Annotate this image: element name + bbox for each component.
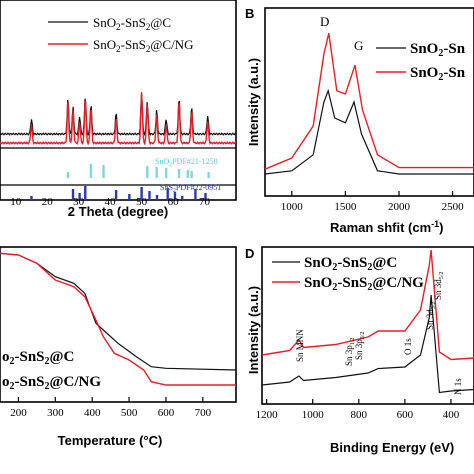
xps-series-red [261, 249, 474, 361]
x-tick-b: 1500 [334, 201, 357, 213]
annotation-o1s: O 1s [403, 338, 413, 355]
ref-bar-sns2 [194, 189, 197, 200]
panel-c: o2-SnS2@C o2-SnS2@C/NG 200 300 400 500 600 70… [0, 246, 237, 448]
xrd-series-red [0, 92, 237, 146]
xrd-traces [0, 92, 237, 146]
ref-bar-sns2 [204, 193, 207, 200]
legend-c-2: o2-SnS2@C/NG [2, 374, 101, 392]
panel-d-frame [261, 246, 474, 405]
x-tick-a: 70 [199, 196, 211, 208]
x-tick-b: 2500 [442, 201, 465, 213]
annotation-sn-3d52: Sn 3d5/2 [433, 272, 445, 300]
reference-snO2-bars [66, 164, 210, 178]
x-tick-c: 600 [158, 407, 175, 419]
x-tick-labels-a: 10 20 30 40 50 60 70 [10, 196, 210, 208]
panel-d: D Intensity (a.u.) SnO2-SnS2@C SnO2-SnS2… [245, 246, 474, 455]
annotation-sn-3p32: Sn 3p3/2 [354, 332, 366, 360]
ref-bar-sno2 [190, 171, 193, 178]
x-tick-d: 800 [351, 409, 368, 421]
x-tick-d: 600 [397, 409, 414, 421]
panel-a: SnO2-SnS2@C SnO2-SnS2@C/NG SnO2PDF#21-12… [0, 0, 237, 219]
ref-bar-sno2 [155, 167, 158, 178]
annotation-sn-mnn: Sn MNN [295, 329, 305, 362]
ref-bar-sno2 [164, 168, 168, 178]
ref-bar-sno2 [186, 170, 190, 178]
x-axis-label-c: Temperature (°C) [58, 433, 163, 448]
peak-label-d: D [320, 14, 329, 29]
xrd-series-black [0, 92, 237, 137]
x-tick-d: 1200 [256, 409, 279, 421]
legend-d-1: SnO2-SnS2@C [304, 255, 397, 273]
legend-a-2: SnO2-SnS2@C/NG [93, 37, 193, 54]
x-tick-a: 20 [42, 196, 54, 208]
ref-bar-sno2 [89, 164, 93, 178]
ref-bar-sns2 [84, 186, 87, 200]
panel-letter-b: B [245, 6, 254, 21]
raman-series-red [264, 33, 474, 170]
x-tick-labels-d: 1200 1000 800 600 400 [256, 399, 460, 421]
annotation-n1s: N 1s [453, 378, 463, 395]
ref-bar-sns2 [173, 192, 177, 200]
ref-bar-sns2 [78, 193, 81, 200]
ref-bar-sno2 [146, 166, 149, 178]
x-axis-label-b: Raman shfit (cm-1) [330, 219, 444, 235]
reference-label-sns2: SnS2PDF#22-0951 [160, 183, 221, 194]
x-tick-labels-c: 200 300 400 500 600 700 [10, 397, 212, 419]
x-axis-label-d: Binding Energy (eV) [330, 440, 454, 455]
legend-d-2: SnO2-SnS2@C/NG [304, 275, 424, 293]
panel-b-frame [264, 7, 474, 197]
x-tick-d: 400 [443, 409, 460, 421]
tga-series-red [0, 252, 236, 386]
y-axis-label-d: Intensity (a.u.) [246, 286, 261, 374]
x-tick-b: 1000 [281, 201, 304, 213]
peak-label-g: G [354, 38, 363, 53]
x-tick-c: 300 [47, 407, 64, 419]
ref-bar-sno2 [207, 172, 210, 178]
raman-traces [264, 33, 474, 175]
reference-label-sno2: SnO2PDF#21-1250 [155, 157, 218, 168]
x-tick-a: 30 [73, 196, 85, 208]
ref-bar-sns2 [30, 196, 33, 200]
legend-a-1: SnO2-SnS2@C [93, 15, 171, 32]
legend-b-2: SnO2-Sn [410, 65, 466, 83]
panel-a-frame [0, 0, 237, 201]
x-tick-a: 10 [10, 196, 22, 208]
annotation-sn-3d32: Sn 3d3/2 [425, 302, 437, 330]
x-tick-d: 1000 [302, 409, 325, 421]
ref-bar-sns2 [166, 188, 169, 200]
xps-traces [261, 249, 474, 394]
x-axis-label-a: 2 Theta (degree) [68, 204, 168, 219]
ref-bar-sns2 [180, 196, 184, 200]
x-tick-c: 400 [84, 407, 101, 419]
x-tick-labels-b: 1000 1500 2000 2500 [281, 191, 464, 213]
x-tick-b: 2000 [388, 201, 411, 213]
ref-bar-sno2 [66, 172, 70, 178]
x-tick-a: 60 [168, 196, 180, 208]
panel-b: B Intensity (a.u.) D G SnO2-Sn SnO2-Sn 1… [245, 6, 474, 235]
panel-c-frame [0, 246, 237, 403]
ref-bar-sno2 [102, 165, 105, 178]
ref-bar-sns2 [140, 187, 143, 200]
raman-series-black [264, 88, 474, 175]
legend-b-1: SnO2-Sn [410, 41, 466, 59]
xps-series-black [261, 294, 474, 394]
panel-letter-d: D [245, 246, 254, 261]
x-tick-c: 700 [195, 407, 212, 419]
reference-snS2-bars [30, 186, 207, 200]
ref-bar-sno2 [177, 169, 181, 178]
x-tick-a: 40 [105, 196, 117, 208]
tga-traces [0, 252, 237, 386]
ref-bar-sns2 [114, 190, 118, 200]
ref-bar-sns2 [155, 195, 159, 200]
ref-bar-sns2 [128, 194, 131, 200]
x-tick-c: 500 [121, 407, 138, 419]
x-tick-a: 50 [136, 196, 148, 208]
ref-bar-sns2 [71, 189, 75, 200]
x-tick-c: 200 [10, 407, 27, 419]
legend-c-1: o2-SnS2@C [2, 349, 74, 367]
y-axis-label-b: Intensity (a.u.) [246, 58, 261, 146]
ref-bar-sns2 [148, 191, 151, 200]
